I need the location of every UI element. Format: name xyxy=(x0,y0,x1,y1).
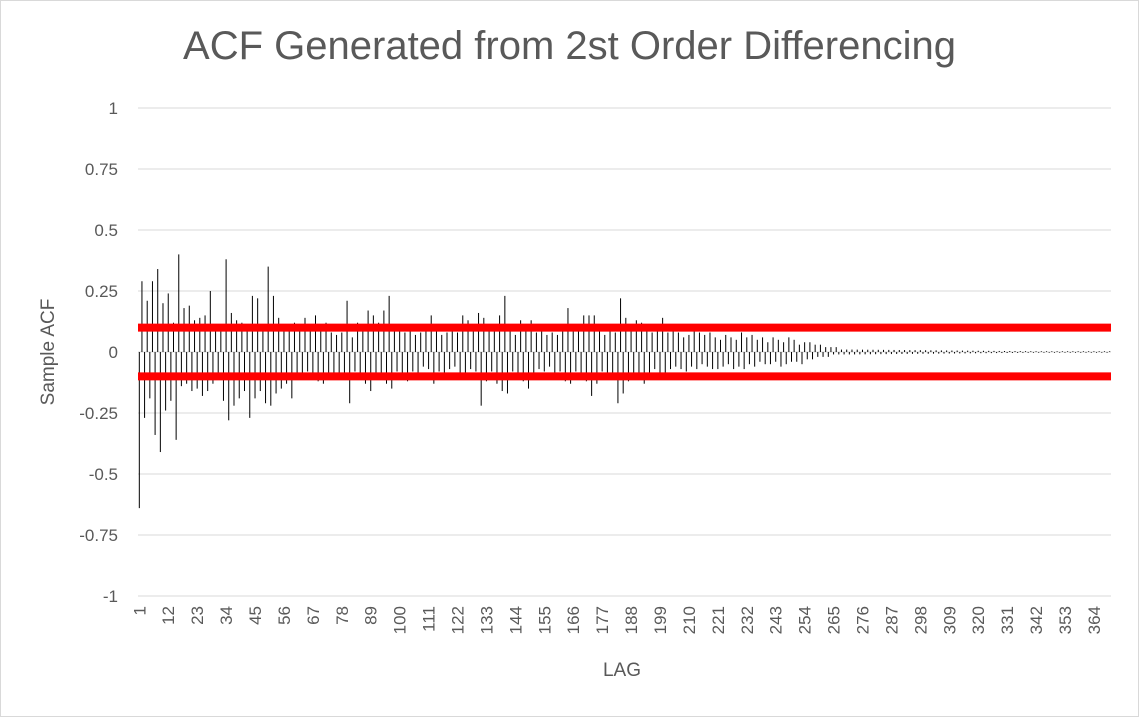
x-axis-title: LAG xyxy=(603,660,641,681)
acf-bars xyxy=(138,254,1111,509)
x-tick-label: 12 xyxy=(159,606,178,625)
x-tick-label: 45 xyxy=(246,606,265,625)
y-tick-labels: 1 0.75 0.5 0.25 0 -0.25 -0.5 -0.75 -1 xyxy=(79,99,118,606)
x-tick-label: 265 xyxy=(825,606,844,634)
x-tick-label: 353 xyxy=(1056,606,1075,634)
confidence-bands xyxy=(138,323,1111,381)
gridlines xyxy=(138,107,1111,597)
x-tick-label: 122 xyxy=(449,606,468,634)
x-tick-label: 287 xyxy=(882,606,901,634)
y-tick-label: -0.5 xyxy=(89,465,118,484)
x-tick-label: 111 xyxy=(420,606,439,632)
x-tick-label: 221 xyxy=(709,606,728,634)
x-tick-label: 320 xyxy=(969,606,988,634)
x-tick-label: 276 xyxy=(853,606,872,634)
x-tick-label: 89 xyxy=(362,606,381,625)
x-tick-label: 133 xyxy=(477,606,496,634)
y-tick-label: 0.75 xyxy=(85,160,118,179)
y-tick-label: 0.5 xyxy=(94,221,118,240)
x-tick-label: 364 xyxy=(1085,606,1104,634)
x-tick-label: 243 xyxy=(767,606,786,634)
chart-title: ACF Generated from 2st Order Differencin… xyxy=(183,24,956,68)
x-tick-label: 144 xyxy=(506,606,525,634)
x-tick-label: 34 xyxy=(217,606,236,625)
x-tick-label: 166 xyxy=(564,606,583,634)
y-tick-label: 1 xyxy=(109,99,118,118)
y-tick-label: 0 xyxy=(109,343,118,362)
x-tick-label: 232 xyxy=(738,606,757,634)
x-tick-label: 188 xyxy=(622,606,641,634)
x-tick-label: 23 xyxy=(188,606,207,625)
x-tick-label: 1 xyxy=(130,606,149,615)
x-tick-labels: 1 12 23 34 45 56 67 78 89 100 111 122 133 144 155 166 17… xyxy=(130,606,1104,634)
x-tick-label: 56 xyxy=(275,606,294,625)
x-tick-label: 331 xyxy=(998,606,1017,634)
x-tick-label: 254 xyxy=(796,606,815,634)
y-axis-title: Sample ACF xyxy=(38,299,59,406)
x-tick-label: 309 xyxy=(940,606,959,634)
x-tick-label: 298 xyxy=(911,606,930,634)
x-tick-label: 177 xyxy=(593,606,612,634)
x-tick-label: 342 xyxy=(1027,606,1046,634)
x-tick-label: 199 xyxy=(651,606,670,634)
y-tick-label: 0.25 xyxy=(85,282,118,301)
y-tick-label: -0.25 xyxy=(79,404,118,423)
y-tick-label: -1 xyxy=(103,587,118,606)
x-tick-label: 155 xyxy=(535,606,554,634)
x-tick-label: 78 xyxy=(333,606,352,625)
y-tick-label: -0.75 xyxy=(79,526,118,545)
x-tick-label: 67 xyxy=(304,606,323,625)
x-tick-label: 100 xyxy=(391,606,410,634)
x-tick-label: 210 xyxy=(680,606,699,634)
